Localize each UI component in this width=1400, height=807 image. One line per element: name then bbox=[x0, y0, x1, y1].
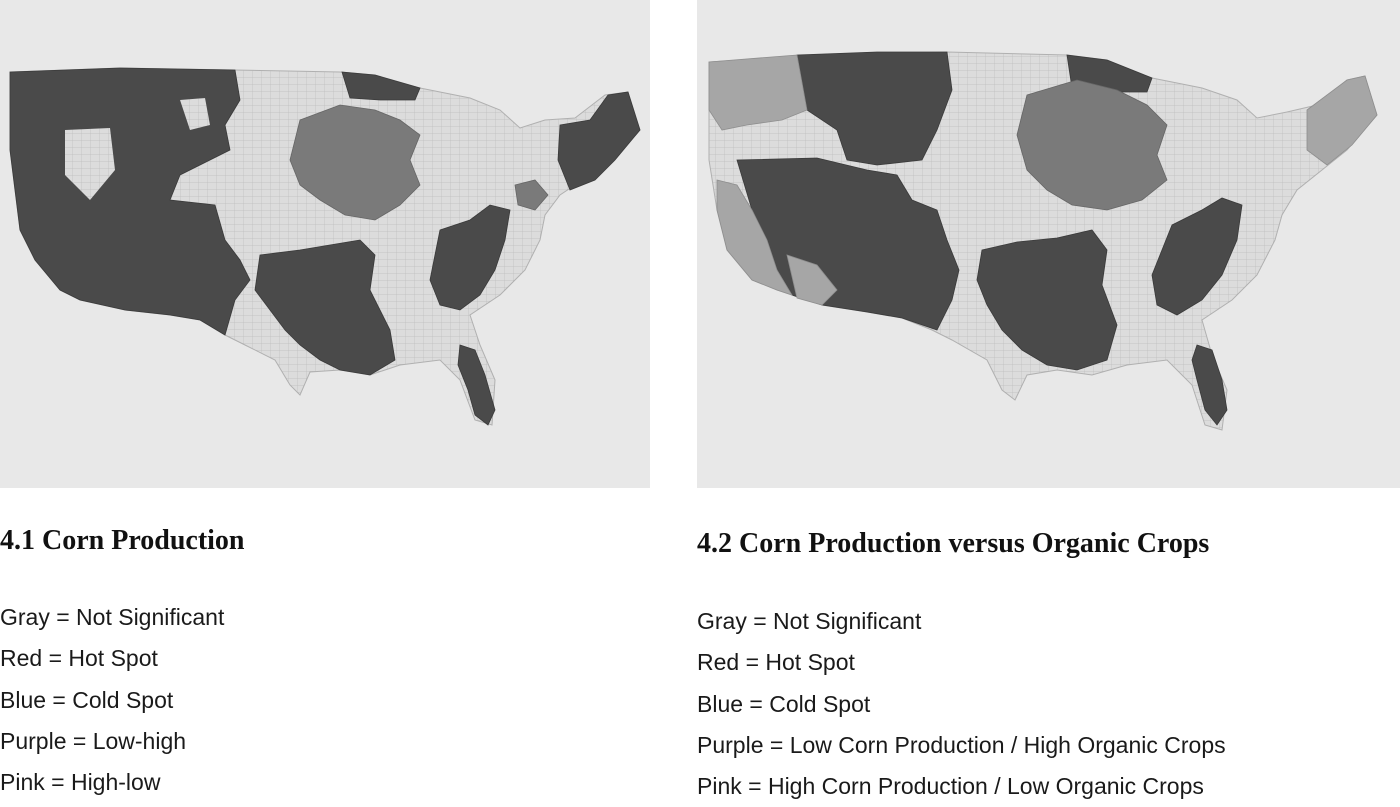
low-high-southwest bbox=[786, 254, 838, 306]
us-county-map-corn-organic bbox=[708, 51, 1378, 431]
hot-spot-south bbox=[254, 239, 396, 376]
cold-spot-ohio bbox=[514, 179, 549, 211]
low-high-california bbox=[716, 179, 793, 296]
hot-spot-southeast bbox=[429, 204, 511, 311]
panel-title: 4.2 Corn Production versus Organic Crops bbox=[697, 528, 1210, 559]
cold-spot-cornbelt bbox=[289, 104, 421, 221]
legend-item-cold-spot: Blue = Cold Spot bbox=[0, 686, 174, 713]
legend-item-hot-spot: Red = Hot Spot bbox=[0, 645, 158, 672]
not-significant-mountain-patch bbox=[180, 98, 210, 130]
legend-item-not-significant: Gray = Not Significant bbox=[697, 608, 922, 634]
hot-spot-florida bbox=[457, 344, 496, 426]
hot-spot-southeast bbox=[1151, 197, 1243, 316]
legend-item-low-high: Purple = Low-high bbox=[0, 727, 187, 754]
map-frame bbox=[0, 0, 650, 488]
map-panel-corn-vs-organic: 4.2 Corn Production versus Organic Crops… bbox=[697, 0, 1400, 799]
hot-spot-florida bbox=[1191, 344, 1228, 426]
legend-list: Gray = Not Significant Red = Hot Spot Bl… bbox=[697, 601, 1226, 807]
us-county-map-corn bbox=[9, 67, 641, 426]
cold-spot-cornbelt bbox=[1016, 79, 1168, 211]
legend-list: Gray = Not Significant Red = Hot Spot Bl… bbox=[0, 597, 224, 803]
hot-spot-northwest bbox=[796, 51, 953, 166]
legend-item-cold-spot: Blue = Cold Spot bbox=[697, 690, 871, 717]
legend-item-low-high: Purple = Low Corn Production / High Orga… bbox=[697, 731, 1226, 758]
legend-item-hot-spot: Red = Hot Spot bbox=[697, 649, 855, 676]
low-high-pacific-nw bbox=[708, 54, 808, 131]
map-panel-corn-production: 4.1 Corn Production Gray = Not Significa… bbox=[0, 0, 650, 795]
low-high-northeast bbox=[1306, 75, 1378, 166]
legend-item-high-low: Pink = High Corn Production / Low Organi… bbox=[697, 773, 1204, 800]
not-significant-west-patch bbox=[65, 128, 115, 200]
legend-item-not-significant: Gray = Not Significant bbox=[0, 604, 225, 630]
panel-title: 4.1 Corn Production bbox=[0, 525, 245, 556]
hot-spot-northeast bbox=[557, 91, 641, 191]
map-frame bbox=[697, 0, 1400, 488]
legend-item-high-low: Pink = High-low bbox=[0, 769, 161, 796]
hot-spot-south bbox=[976, 229, 1118, 371]
hot-spot-north bbox=[341, 71, 421, 101]
